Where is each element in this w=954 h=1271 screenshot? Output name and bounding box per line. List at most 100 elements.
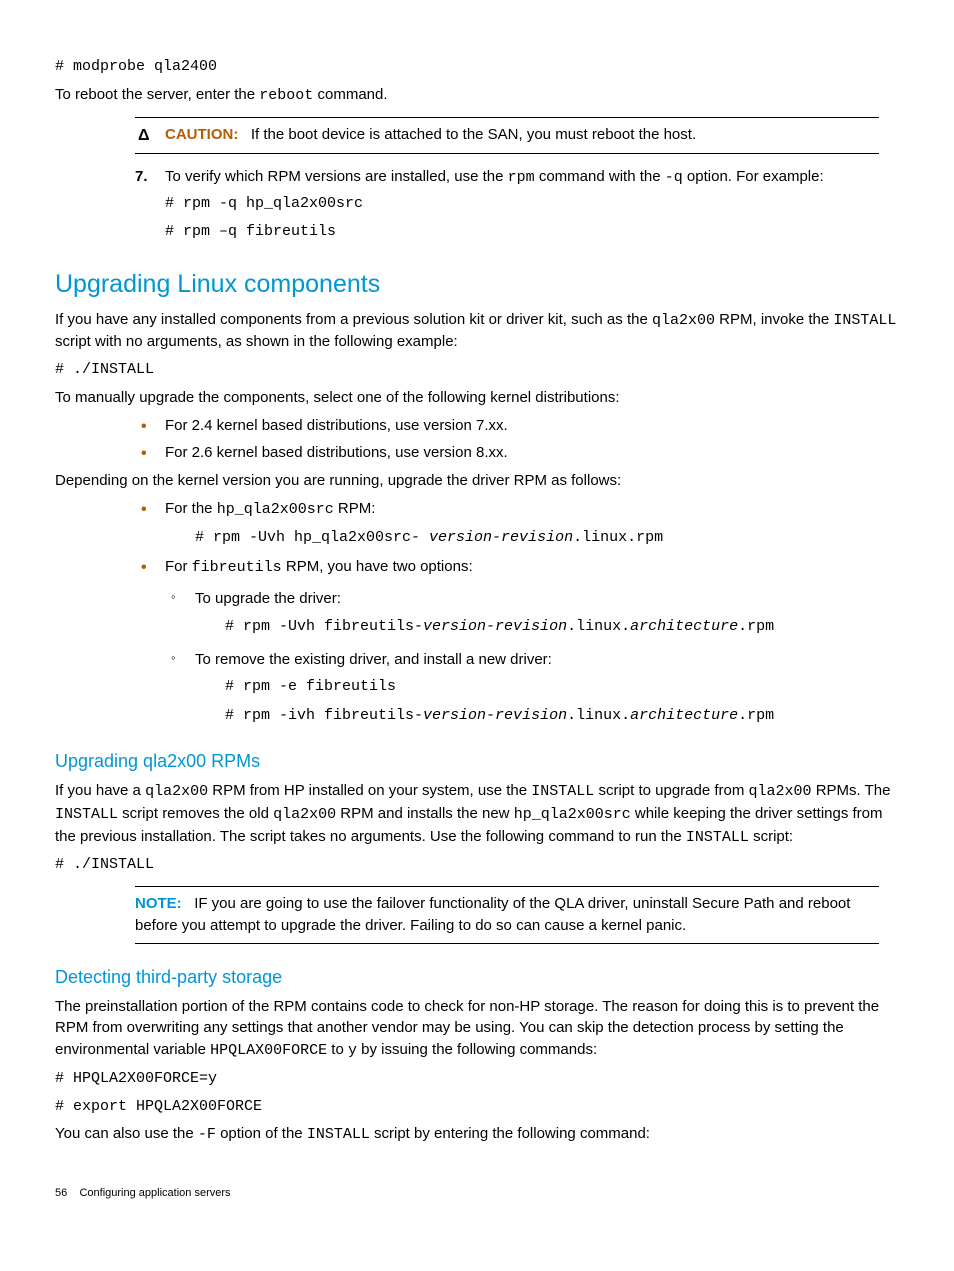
inline-code: reboot bbox=[259, 87, 313, 104]
text: To reboot the server, enter the bbox=[55, 86, 259, 103]
text: RPM, invoke the bbox=[715, 311, 833, 328]
note-text: IF you are going to use the failover fun… bbox=[135, 895, 850, 934]
list-item: For 2.6 kernel based distributions, use … bbox=[135, 442, 899, 464]
heading-qla2x00-rpms: Upgrading qla2x00 RPMs bbox=[55, 748, 899, 774]
text: RPMs. The bbox=[812, 782, 891, 799]
code-italic: version-revision bbox=[429, 529, 573, 546]
code-italic: version-revision bbox=[423, 707, 567, 724]
text: For the bbox=[165, 500, 217, 517]
code-uvh-fibre: # rpm -Uvh fibreutils-version-revision.l… bbox=[225, 614, 899, 639]
code: .rpm bbox=[738, 707, 774, 724]
text-reboot: To reboot the server, enter the reboot c… bbox=[55, 84, 899, 107]
section2-p1: If you have a qla2x00 RPM from HP instal… bbox=[55, 780, 899, 848]
text: To verify which RPM versions are install… bbox=[165, 168, 508, 185]
inline-code: qla2x00 bbox=[145, 783, 208, 800]
code: # rpm -ivh fibreutils- bbox=[225, 707, 423, 724]
text: If you have any installed components fro… bbox=[55, 311, 652, 328]
text: command. bbox=[313, 86, 387, 103]
step-7: 7. To verify which RPM versions are inst… bbox=[135, 166, 899, 245]
section3-p1: The preinstallation portion of the RPM c… bbox=[55, 996, 899, 1062]
text: script by entering the following command… bbox=[370, 1125, 650, 1142]
inline-code: INSTALL bbox=[531, 783, 594, 800]
caution-label: CAUTION: bbox=[165, 126, 238, 143]
caution-text: If the boot device is attached to the SA… bbox=[251, 126, 696, 143]
inline-code: hp_qla2x00src bbox=[514, 806, 631, 823]
sub-item: To remove the existing driver, and insta… bbox=[165, 649, 899, 728]
page-footer: 56 Configuring application servers bbox=[55, 1186, 899, 1202]
caution-callout: Δ CAUTION: If the boot device is attache… bbox=[135, 117, 879, 154]
code-italic: version-revision bbox=[423, 618, 567, 635]
code-hpqla-force: # HPQLA2X00FORCE=y bbox=[55, 1068, 899, 1090]
inline-code: INSTALL bbox=[55, 806, 118, 823]
text: To upgrade the driver: bbox=[195, 590, 341, 607]
sub-item: To upgrade the driver: # rpm -Uvh fibreu… bbox=[165, 588, 899, 639]
inline-code: hp_qla2x00src bbox=[217, 501, 334, 518]
inline-code: qla2x00 bbox=[652, 312, 715, 329]
note-callout: NOTE: IF you are going to use the failov… bbox=[135, 886, 879, 944]
code-export: # export HPQLA2X00FORCE bbox=[55, 1096, 899, 1118]
inline-code: INSTALL bbox=[833, 312, 896, 329]
code: .linux. bbox=[567, 618, 630, 635]
section3-p2: You can also use the -F option of the IN… bbox=[55, 1123, 899, 1146]
step-body: To verify which RPM versions are install… bbox=[165, 166, 899, 245]
text: command with the bbox=[535, 168, 665, 185]
inline-code: y bbox=[348, 1042, 357, 1059]
code-italic: architecture bbox=[630, 618, 738, 635]
inline-code: qla2x00 bbox=[749, 783, 812, 800]
text: RPM, you have two options: bbox=[282, 558, 473, 575]
heading-upgrading-linux: Upgrading Linux components bbox=[55, 266, 899, 302]
inline-code: INSTALL bbox=[686, 829, 749, 846]
text: to bbox=[327, 1041, 348, 1058]
upgrade-list: For the hp_qla2x00src RPM: # rpm -Uvh hp… bbox=[135, 498, 899, 728]
list-item: For fibreutils RPM, you have two options… bbox=[135, 556, 899, 728]
code: # rpm -Uvh fibreutils- bbox=[225, 618, 423, 635]
text: For bbox=[165, 558, 192, 575]
caution-icon: Δ bbox=[135, 124, 165, 147]
kernel-list: For 2.4 kernel based distributions, use … bbox=[135, 415, 899, 465]
code: .linux. bbox=[567, 707, 630, 724]
text: script removes the old bbox=[118, 805, 273, 822]
code-install-1: # ./INSTALL bbox=[55, 359, 899, 381]
code-modprobe: # modprobe qla2400 bbox=[55, 56, 899, 78]
inline-code: fibreutils bbox=[192, 559, 282, 576]
code-rpm-ivh: # rpm -ivh fibreutils-version-revision.l… bbox=[225, 703, 899, 728]
inline-code: rpm bbox=[508, 169, 535, 186]
sub-list: To upgrade the driver: # rpm -Uvh fibreu… bbox=[165, 588, 899, 728]
inline-code: -F bbox=[198, 1126, 216, 1143]
inline-code: qla2x00 bbox=[273, 806, 336, 823]
step-number: 7. bbox=[135, 166, 165, 245]
code: .rpm bbox=[738, 618, 774, 635]
text: by issuing the following commands: bbox=[357, 1041, 597, 1058]
code-italic: architecture bbox=[630, 707, 738, 724]
section1-p1: If you have any installed components fro… bbox=[55, 309, 899, 354]
text: option of the bbox=[216, 1125, 307, 1142]
footer-title: Configuring application servers bbox=[79, 1187, 230, 1199]
caution-body: CAUTION: If the boot device is attached … bbox=[165, 124, 879, 146]
code-uvh-qla: # rpm -Uvh hp_qla2x00src- version-revisi… bbox=[195, 525, 899, 550]
list-item: For 2.4 kernel based distributions, use … bbox=[135, 415, 899, 437]
text: RPM from HP installed on your system, us… bbox=[208, 782, 531, 799]
code-rpm-q1: # rpm -q hp_qla2x00src bbox=[165, 192, 899, 216]
code-install-2: # ./INSTALL bbox=[55, 854, 899, 876]
section1-p2: To manually upgrade the components, sele… bbox=[55, 387, 899, 409]
code-rpm-q2: # rpm –q fibreutils bbox=[165, 220, 899, 244]
text: You can also use the bbox=[55, 1125, 198, 1142]
code: .linux.rpm bbox=[573, 529, 663, 546]
text: RPM and installs the new bbox=[336, 805, 514, 822]
list-item: For the hp_qla2x00src RPM: # rpm -Uvh hp… bbox=[135, 498, 899, 550]
inline-code: HPQLAX00FORCE bbox=[210, 1042, 327, 1059]
inline-code: INSTALL bbox=[307, 1126, 370, 1143]
heading-detecting-storage: Detecting third-party storage bbox=[55, 964, 899, 990]
text: RPM: bbox=[334, 500, 376, 517]
code: # rpm -Uvh hp_qla2x00src- bbox=[195, 529, 429, 546]
text: script to upgrade from bbox=[594, 782, 748, 799]
code-rpm-e: # rpm -e fibreutils bbox=[225, 675, 899, 699]
text: option. For example: bbox=[683, 168, 824, 185]
text: If you have a bbox=[55, 782, 145, 799]
inline-code: -q bbox=[665, 169, 683, 186]
note-label: NOTE: bbox=[135, 895, 182, 912]
text: To remove the existing driver, and insta… bbox=[195, 651, 552, 668]
text: script: bbox=[749, 828, 793, 845]
page-number: 56 bbox=[55, 1187, 67, 1199]
section1-p3: Depending on the kernel version you are … bbox=[55, 470, 899, 492]
